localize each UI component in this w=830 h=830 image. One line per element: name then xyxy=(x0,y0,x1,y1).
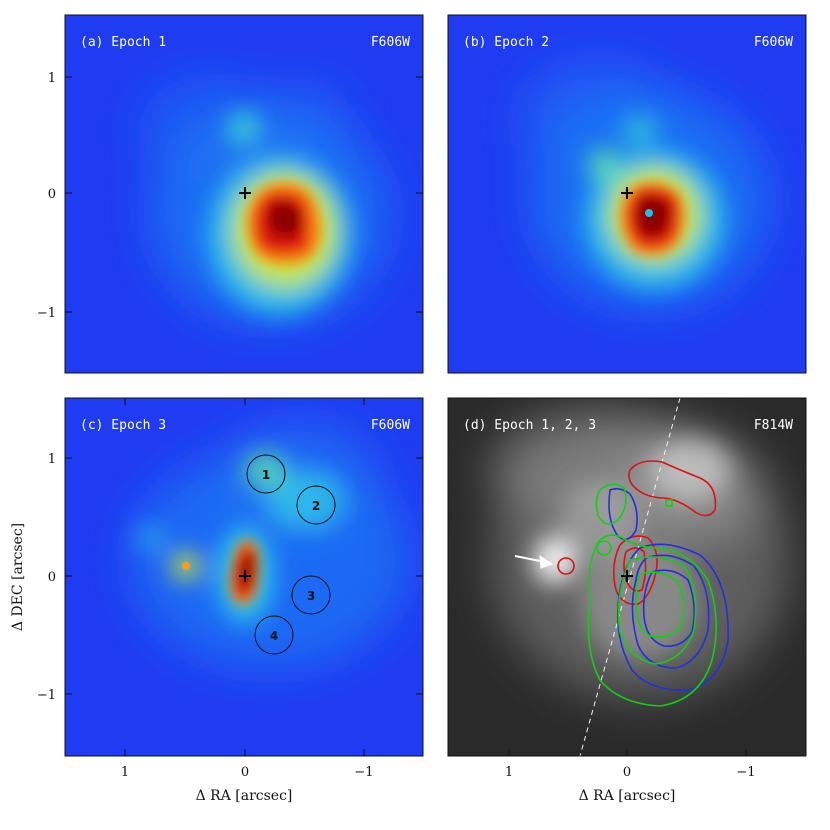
center-marker-d xyxy=(621,570,633,582)
y-tick-a-m1: −1 xyxy=(37,306,56,321)
panel-a-label: (a) Epoch 1 xyxy=(80,35,166,50)
y-tick-c-0: 0 xyxy=(48,570,56,585)
center-marker-b xyxy=(621,187,633,199)
panel-c-filter: F606W xyxy=(371,418,410,433)
x-tick-d-m1: −1 xyxy=(736,765,755,780)
region-circle-4 xyxy=(254,615,294,655)
panel-d-label: (d) Epoch 1, 2, 3 xyxy=(463,418,596,433)
panel-a-filter: F606W xyxy=(371,35,410,50)
x-tick-c-0: 0 xyxy=(241,765,249,780)
y-tick-c-1: 1 xyxy=(48,452,56,467)
panel-c-frame xyxy=(64,397,424,757)
panel-d: (d) Epoch 1, 2, 3 F814W xyxy=(447,397,807,757)
panel-b-filter: F606W xyxy=(754,35,793,50)
x-tick-d-0: 0 xyxy=(623,765,631,780)
panel-b: (b) Epoch 2 F606W xyxy=(447,14,807,374)
x-axis-label-c: Δ RA [arcsec] xyxy=(196,788,293,804)
epoch2-core-spot xyxy=(645,209,653,217)
panel-a: (a) Epoch 1 F606W xyxy=(64,14,424,374)
compact-source-c xyxy=(182,562,190,570)
y-tick-c-m1: −1 xyxy=(37,688,56,703)
arrow-icon xyxy=(514,555,554,569)
region-circles xyxy=(246,454,336,655)
x-tick-c-m1: −1 xyxy=(354,765,373,780)
center-marker-c xyxy=(239,570,251,582)
region-circle-2 xyxy=(296,485,336,525)
region-label-1: 1 xyxy=(262,468,270,482)
region-circle-1 xyxy=(246,454,286,494)
y-axis-label: Δ DEC [arcsec] xyxy=(10,523,26,631)
panel-c: (c) Epoch 3 F606W 1 2 3 4 xyxy=(64,397,424,757)
region-label-4: 4 xyxy=(270,629,278,643)
center-marker-a xyxy=(239,187,251,199)
panel-a-frame xyxy=(64,14,424,374)
slit-axis-line xyxy=(579,398,681,756)
axis-ticks xyxy=(65,76,747,756)
epoch3-contours xyxy=(587,483,717,707)
x-tick-c-1: 1 xyxy=(121,765,129,780)
panel-c-label: (c) Epoch 3 xyxy=(80,418,166,433)
region-circle-3 xyxy=(291,575,331,615)
panel-d-filter: F814W xyxy=(754,418,793,433)
y-tick-a-0: 0 xyxy=(48,187,56,202)
region-label-2: 2 xyxy=(312,499,320,513)
panel-d-image xyxy=(448,398,806,756)
x-tick-d-1: 1 xyxy=(505,765,513,780)
y-tick-a-1: 1 xyxy=(48,71,56,86)
panel-a-image xyxy=(65,15,423,373)
region-label-3: 3 xyxy=(307,589,315,603)
x-axis-label-d: Δ RA [arcsec] xyxy=(579,788,676,804)
panel-b-frame xyxy=(447,14,807,374)
panel-b-label: (b) Epoch 2 xyxy=(463,35,549,50)
